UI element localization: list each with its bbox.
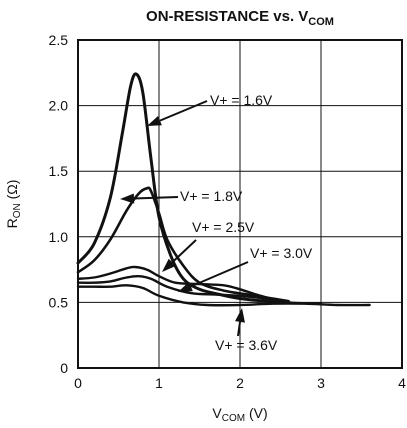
series-label: V+ = 3.6V xyxy=(215,337,278,353)
series-label: V+ = 3.0V xyxy=(250,245,313,261)
annotation-arrowhead xyxy=(120,193,135,204)
series-line xyxy=(76,72,282,304)
x-tick-label: 1 xyxy=(155,375,163,391)
series-line xyxy=(76,186,290,303)
series-line xyxy=(76,265,282,303)
x-tick-label: 2 xyxy=(236,375,244,391)
y-tick-label: 2.0 xyxy=(49,98,69,114)
y-tick-label: 1.0 xyxy=(49,229,69,245)
series-label: V+ = 2.5V xyxy=(192,219,255,235)
annotation-arrow-line xyxy=(133,196,179,200)
annotation-arrowhead xyxy=(147,116,162,126)
annotation-arrow-line xyxy=(171,239,197,264)
series-label: V+ = 1.6V xyxy=(210,92,273,108)
annotation-arrowhead xyxy=(235,308,245,323)
series-line xyxy=(76,284,371,307)
grid-lines xyxy=(78,40,402,368)
x-axis-label: VCOM (V) xyxy=(212,405,267,424)
y-tick-label: 0.5 xyxy=(49,294,69,310)
y-tick-label: 2.5 xyxy=(49,32,69,48)
x-tick-label: 4 xyxy=(398,375,406,391)
chart-title: ON-RESISTANCE vs. VCOM xyxy=(146,8,334,28)
annotation-arrowhead xyxy=(162,258,176,272)
y-tick-label: 0 xyxy=(60,360,68,376)
series-label: V+ = 1.8V xyxy=(180,188,243,204)
series-lines xyxy=(76,72,371,307)
annotation-arrow-line xyxy=(190,261,249,288)
annotation-arrow-line xyxy=(159,100,208,122)
plot-frame xyxy=(77,39,403,369)
annotation-arrowhead xyxy=(178,281,193,292)
y-axis-label: RON (Ω) xyxy=(4,180,23,229)
y-tick-label: 1.5 xyxy=(49,163,69,179)
series-annotations: V+ = 1.6V V+ = 1.8V V+ = 2.5V V+ = 3.0V V+ =… xyxy=(120,92,313,353)
x-tick-label: 0 xyxy=(74,375,82,391)
series-line xyxy=(76,274,323,305)
annotation-arrow-line xyxy=(237,321,242,337)
tick-labels: 0 1 2 3 4 0 0.5 1.0 1.5 2.0 2.5 xyxy=(49,32,407,391)
x-tick-label: 3 xyxy=(317,375,325,391)
